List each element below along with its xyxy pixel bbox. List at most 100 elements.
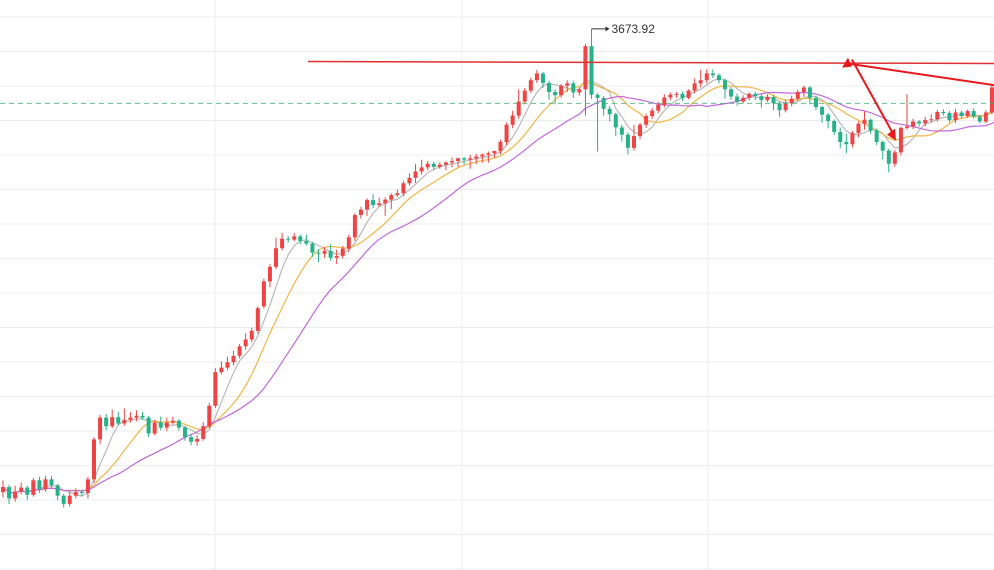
candle [407,173,412,186]
candle [286,235,291,243]
candle [947,111,952,123]
candle [456,157,461,167]
candle-body [122,419,127,424]
candle [868,118,873,134]
candle-body [176,420,181,428]
candle-body [619,127,624,135]
candle [741,95,746,104]
candle [13,485,18,502]
candle-body [625,134,630,148]
candle [73,488,78,499]
candle-body [644,116,649,125]
candle [923,116,928,127]
candle-body [401,183,406,194]
candle-body [595,94,600,98]
candle [989,85,994,115]
candle [801,85,806,98]
candle [516,89,521,119]
candle [474,153,479,165]
projection-arrow-down [851,59,894,135]
candle-body [704,73,709,81]
candle-body [480,154,485,157]
candle-body [571,83,576,93]
candle-body [267,266,272,282]
candle-body [583,46,588,90]
candle [231,350,236,366]
candle-body [820,106,825,115]
candle-body [540,73,545,83]
candle [498,139,503,155]
candle-body [953,112,958,121]
candle [904,94,909,130]
candle-body [195,438,200,442]
candle [1,480,5,498]
candle [813,96,818,111]
candle [358,206,363,219]
candle [449,157,454,168]
candle-body [565,83,570,86]
candle [710,69,715,78]
candle-body [395,193,400,196]
candle-body [716,75,721,81]
candle [61,493,66,508]
candle [571,80,576,98]
candle-body [85,479,90,493]
candle [104,413,109,431]
candle [619,124,624,142]
candle-body [437,164,442,167]
candle-body [31,480,36,495]
candle-body [832,121,837,132]
candle-body [844,141,849,145]
candle [213,368,218,409]
candle-body [680,93,685,98]
candle [965,109,970,118]
candle-body [274,248,279,267]
candle-body [449,161,454,163]
candle [583,43,588,116]
candle-body [668,94,673,98]
candle-body [158,422,163,428]
candle [716,73,721,84]
candle-body [116,417,121,424]
candle [929,114,934,123]
candle-body [474,156,479,159]
candle-body [286,238,291,240]
candle [656,101,661,114]
candle-body [316,252,321,254]
candle [704,69,709,84]
candle-body [698,80,703,84]
moving-averages [2,77,994,497]
candle-body [856,123,861,133]
candle [183,425,188,441]
candle-body [13,491,18,499]
candle [540,72,545,88]
candle [274,237,279,270]
candle [158,416,163,431]
candle-body [19,487,24,492]
candle [668,92,673,101]
candle [747,92,752,101]
candle-body [140,415,145,418]
candle-body [650,110,655,117]
candle [437,162,442,169]
candle [352,213,357,241]
candle [504,122,509,146]
candle-body [510,115,515,125]
candle [134,410,139,422]
candle-body [880,141,885,151]
candle-body [280,238,285,249]
candle [577,87,582,96]
candle [292,232,297,242]
candle-body [989,87,994,113]
candle [680,91,685,102]
candle-body [134,415,139,418]
candle [401,180,406,196]
candle [110,409,115,429]
candle-body [589,46,594,95]
candle [613,112,618,137]
candle-body [1,487,5,493]
candle-body [959,112,964,117]
ma-short-line [2,77,994,497]
candle [674,92,679,98]
